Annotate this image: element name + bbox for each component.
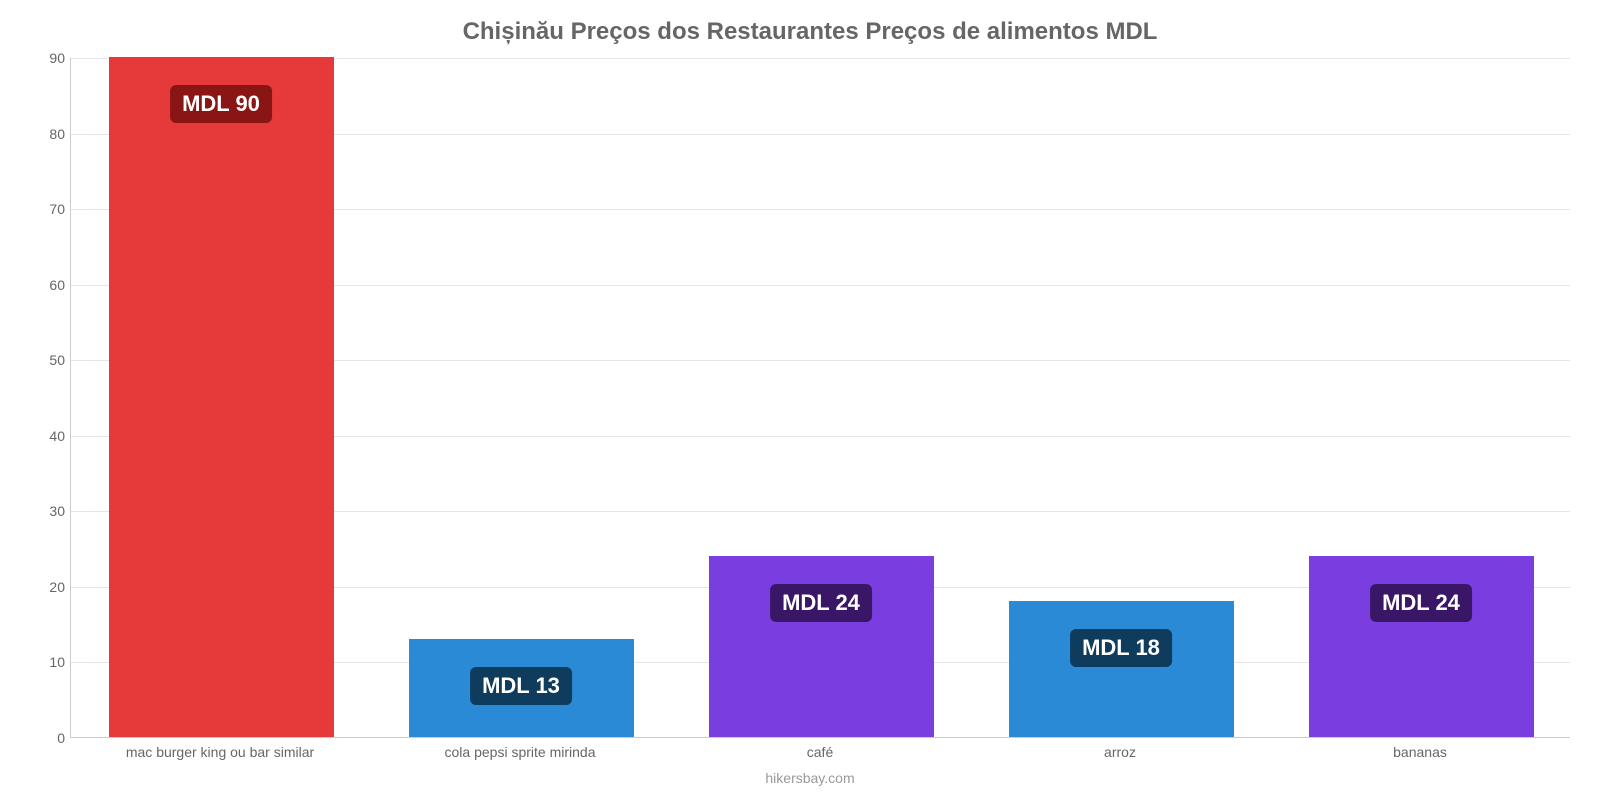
x-tick-label: mac burger king ou bar similar [126,744,314,760]
bar: MDL 24 [709,556,934,737]
bar: MDL 13 [409,639,634,737]
plot-area: 0102030405060708090 MDL 90MDL 13MDL 24MD… [70,58,1570,738]
x-tick-label: arroz [1104,744,1136,760]
value-badge: MDL 24 [1370,584,1472,622]
chart-footer: hikersbay.com [50,770,1570,786]
x-axis-labels: mac burger king ou bar similar cola pepsi… [70,738,1570,768]
y-tick-label: 30 [31,503,65,519]
y-tick-label: 90 [31,50,65,66]
y-tick-label: 70 [31,201,65,217]
chart-container: Chișinău Preços dos Restaurantes Preços … [0,0,1600,800]
y-tick-label: 80 [31,126,65,142]
x-tick-label: cola pepsi sprite mirinda [445,744,596,760]
value-badge: MDL 13 [470,667,572,705]
y-tick-label: 10 [31,654,65,670]
y-tick-label: 0 [31,730,65,746]
bars-layer: MDL 90 MDL 13 MDL 24 MDL 18 MDL 24 [71,58,1570,737]
value-badge: MDL 18 [1070,629,1172,667]
bar: MDL 24 [1309,556,1534,737]
value-badge: MDL 24 [770,584,872,622]
y-tick-label: 20 [31,579,65,595]
x-tick-label: café [807,744,833,760]
y-tick-label: 50 [31,352,65,368]
y-tick-label: 40 [31,428,65,444]
x-tick-label: bananas [1393,744,1447,760]
y-tick-label: 60 [31,277,65,293]
chart-title: Chișinău Preços dos Restaurantes Preços … [50,18,1570,46]
bar: MDL 90 [109,57,334,737]
value-badge: MDL 90 [170,85,272,123]
bar: MDL 18 [1009,601,1234,737]
